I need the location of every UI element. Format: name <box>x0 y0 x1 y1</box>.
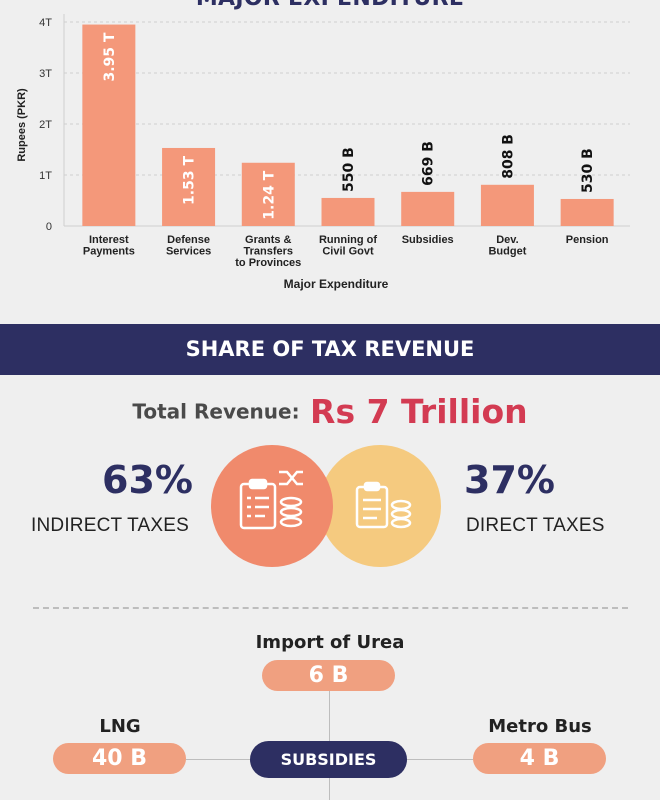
data-label: 808 B <box>500 134 516 179</box>
y-tick-label: 1T <box>39 170 52 182</box>
category-label: Civil Govt <box>322 246 374 258</box>
bar <box>321 197 375 226</box>
category-label: Budget <box>488 246 526 258</box>
urea-heading: Import of Urea <box>255 632 405 653</box>
total-revenue-row: Total Revenue: Rs 7 Trillion <box>0 392 660 431</box>
connector-right <box>407 759 473 760</box>
category-label: Transfers <box>244 246 294 258</box>
bar <box>82 24 136 226</box>
category-label: Subsidies <box>402 234 454 246</box>
x-axis-label: Major Expenditure <box>284 277 389 291</box>
y-tick-label: 0 <box>46 221 52 233</box>
bar <box>401 191 455 226</box>
category-label: Dev. <box>496 234 518 246</box>
category-label: to Provinces <box>235 257 301 269</box>
clipboard-coins-icon <box>355 481 412 529</box>
section-divider <box>33 607 628 609</box>
data-label: 550 B <box>341 147 357 192</box>
category-label: Grants & <box>245 234 292 246</box>
indirect-percent: 63% <box>102 458 193 502</box>
direct-percent: 37% <box>464 458 555 502</box>
metro-value-pill: 4 B <box>473 743 606 774</box>
indirect-label: INDIRECT TAXES <box>31 515 190 536</box>
tax-revenue-banner: SHARE OF TAX REVENUE <box>0 324 660 375</box>
total-revenue-value: Rs 7 Trillion <box>310 392 528 431</box>
data-label: 1.24 T <box>261 170 277 219</box>
y-axis-label: Rupees (PKR) <box>16 88 28 162</box>
bar <box>560 198 614 226</box>
data-label: 1.53 T <box>182 156 198 205</box>
clipboard-shuffle-icon <box>239 470 303 530</box>
direct-taxes-circle <box>319 445 441 567</box>
metro-heading: Metro Bus <box>488 716 592 737</box>
bar <box>162 147 216 226</box>
subsidies-center-pill: SUBSIDIES <box>250 741 407 778</box>
category-label: Running of <box>319 234 377 246</box>
data-label: 669 B <box>421 141 437 186</box>
total-revenue-label: Total Revenue: <box>132 399 300 424</box>
category-label: Payments <box>83 246 135 258</box>
category-label: Interest <box>89 234 129 246</box>
bar <box>241 162 295 226</box>
bar <box>480 184 534 226</box>
indirect-taxes-circle <box>211 445 333 567</box>
data-label: 3.95 T <box>102 32 118 81</box>
chart-title: MAJOR EXPENDITURE <box>0 0 660 11</box>
lng-heading: LNG <box>99 716 141 737</box>
connector-left <box>186 759 250 760</box>
data-label: 530 B <box>580 148 596 193</box>
category-label: Defense <box>167 234 210 246</box>
category-label: Pension <box>566 234 609 246</box>
expenditure-bar-chart: 0 1T 2T 3T 4T Rupees (PKR) 3.95 T InterestPayme… <box>16 14 630 291</box>
urea-value-pill: 6 B <box>262 660 395 691</box>
direct-label: DIRECT TAXES <box>466 515 605 536</box>
y-tick-label: 4T <box>39 17 52 29</box>
y-tick-label: 2T <box>39 119 52 131</box>
category-label: Services <box>166 246 211 258</box>
lng-value-pill: 40 B <box>53 743 186 774</box>
y-tick-label: 3T <box>39 68 52 80</box>
